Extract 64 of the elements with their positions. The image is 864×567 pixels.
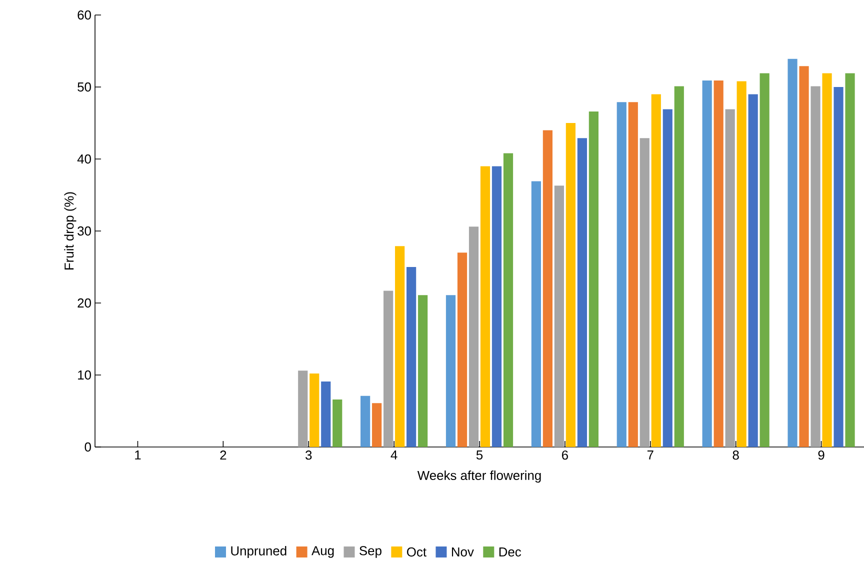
y-axis-title: Fruit drop (%) [64, 192, 76, 270]
bar [332, 399, 342, 447]
bar [480, 166, 490, 447]
y-tick-label: 30 [78, 226, 91, 236]
legend-label: Nov [452, 547, 474, 556]
x-axis-title: Weeks after flowering [417, 470, 541, 483]
x-tick-label: 4 [390, 450, 398, 460]
legend-label: Dec [499, 547, 522, 556]
bar [360, 396, 370, 447]
bar [372, 403, 382, 447]
bar [628, 102, 638, 447]
bar [640, 138, 650, 447]
x-tick-label: 1 [135, 450, 141, 460]
bar [577, 138, 587, 447]
bar [799, 66, 809, 447]
bar [406, 266, 416, 447]
bar [542, 130, 552, 447]
x-tick-label: 5 [476, 450, 483, 460]
bar [446, 295, 456, 447]
legend-label: Aug [312, 546, 334, 558]
legend-label: Oct [406, 547, 426, 557]
bar [662, 109, 672, 447]
bar [384, 290, 394, 447]
bar [310, 374, 320, 447]
bar [845, 73, 855, 447]
bar [566, 122, 576, 447]
bar [503, 153, 514, 447]
x-tick-label: 9 [818, 450, 824, 460]
y-tick-label: 40 [77, 154, 91, 164]
bar [674, 86, 684, 447]
bar [822, 73, 832, 447]
bar [418, 295, 428, 447]
bar [760, 73, 770, 447]
x-tick-label: 2 [220, 450, 226, 460]
x-tick-label: 6 [562, 450, 568, 460]
bar [588, 111, 598, 447]
y-tick-label: 20 [78, 298, 91, 308]
x-tick-label: 8 [732, 450, 739, 460]
x-tick-label: 3 [306, 450, 312, 460]
bar [531, 181, 541, 447]
x-tick-label: 7 [647, 450, 654, 460]
bar [736, 81, 746, 447]
bar [810, 86, 820, 447]
bar [298, 370, 308, 447]
bar [702, 80, 712, 447]
bar [834, 86, 844, 447]
bar [468, 226, 479, 447]
bar [616, 102, 626, 447]
bar [321, 381, 331, 447]
bar [788, 58, 798, 447]
bar [714, 80, 724, 447]
legend-label: Sep [360, 546, 382, 558]
legend-label: Unpruned [231, 546, 286, 558]
bar [457, 252, 468, 447]
bar [725, 109, 735, 447]
bar [554, 186, 564, 447]
bar [395, 246, 405, 447]
y-tick-label: 0 [84, 442, 91, 452]
bar [492, 166, 502, 447]
y-tick-label: 50 [78, 82, 91, 92]
y-tick-label: 60 [78, 10, 91, 20]
bar [748, 94, 758, 447]
bar [651, 94, 661, 447]
y-tick-label: 10 [78, 370, 91, 380]
